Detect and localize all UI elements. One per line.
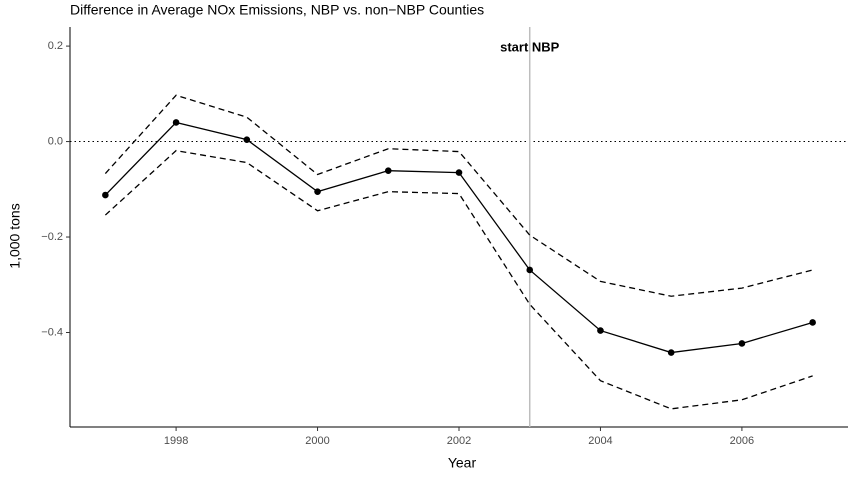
x-tick-label: 2004	[588, 435, 612, 447]
y-tick-label: 0.2	[48, 40, 63, 52]
ci-line	[104, 149, 813, 410]
y-tick-label: −0.4	[41, 326, 63, 338]
annotation: start NBP	[500, 39, 560, 54]
y-axis-label: 1,000 tons	[7, 203, 23, 268]
ci-line	[104, 94, 813, 297]
x-tick-label: 1998	[164, 435, 188, 447]
point	[667, 349, 675, 356]
point	[738, 340, 746, 347]
point	[102, 191, 109, 199]
point	[809, 319, 816, 326]
point	[455, 169, 463, 176]
point	[314, 188, 321, 195]
y-tick-label: −0.2	[41, 231, 63, 243]
point	[172, 119, 180, 126]
point	[243, 136, 251, 143]
x-axis-label: Year	[448, 455, 477, 471]
point	[384, 167, 392, 174]
point	[597, 327, 604, 334]
x-tick-label: 2000	[305, 435, 329, 447]
point	[526, 266, 534, 274]
chart-title: Difference in Average NOx Emissions, NBP…	[70, 2, 484, 18]
x-tick-label: 2006	[730, 435, 754, 447]
x-tick-label: 2002	[447, 435, 471, 447]
y-tick-label: 0.0	[48, 135, 63, 147]
